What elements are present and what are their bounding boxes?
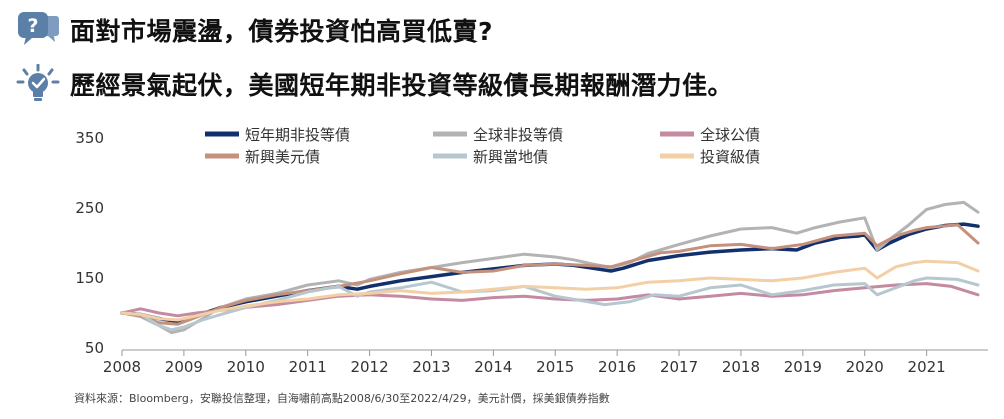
legend-label: 投資級債 [700,148,760,166]
series-lines [120,200,980,335]
legend-label: 新興當地債 [473,148,548,166]
x-tick-label: 2021 [908,358,946,376]
x-tick-label: 2014 [474,358,512,376]
x-axis: 2008 2009 2010 2011 2012 2013 2014 2015 2016 2017… [103,349,988,376]
x-tick-label: 2020 [846,358,884,376]
x-tick-label: 2016 [598,358,636,376]
lightbulb-check-icon [16,63,60,104]
y-tick-label: 250 [75,199,104,217]
legend-label: 全球非投等債 [473,126,563,144]
x-tick-label: 2011 [289,358,327,376]
x-tick-label: 2013 [412,358,450,376]
series-line [120,259,980,322]
headline-1: ? 面對市場震盪，債券投資怕高買低賣? [16,10,493,50]
source-note: 資料來源：Bloomberg，安聯投信整理，自海嘯前高點2008/6/30至20… [74,392,610,405]
legend-label: 全球公債 [700,126,760,144]
x-tick-label: 2008 [103,358,141,376]
y-tick-label: 150 [75,269,104,287]
headline-1-text: 面對市場震盪，債券投資怕高買低賣? [70,17,494,46]
x-tick-label: 2015 [536,358,574,376]
y-tick-label: 350 [75,129,104,147]
headline-2-text: 歷經景氣起伏，美國短年期非投資等級債長期報酬潛力佳。 [70,71,734,100]
x-tick-label: 2017 [660,358,698,376]
legend-label: 短年期非投等債 [245,126,350,144]
x-tick-label: 2019 [784,358,822,376]
x-tick-label: 2010 [227,358,265,376]
series-line [120,223,980,326]
legend-label: 新興美元債 [245,148,320,166]
y-axis: 50 150 250 350 [75,129,104,357]
series-line [120,276,980,332]
question-bubble-icon: ? [16,10,60,50]
headline-2: 歷經景氣起伏，美國短年期非投資等級債長期報酬潛力佳。 [16,63,734,104]
series-line [120,200,980,335]
x-tick-label: 2009 [165,358,203,376]
svg-text:?: ? [27,15,38,37]
x-tick-label: 2018 [722,358,760,376]
y-tick-label: 50 [85,339,104,357]
x-tick-label: 2012 [350,358,388,376]
